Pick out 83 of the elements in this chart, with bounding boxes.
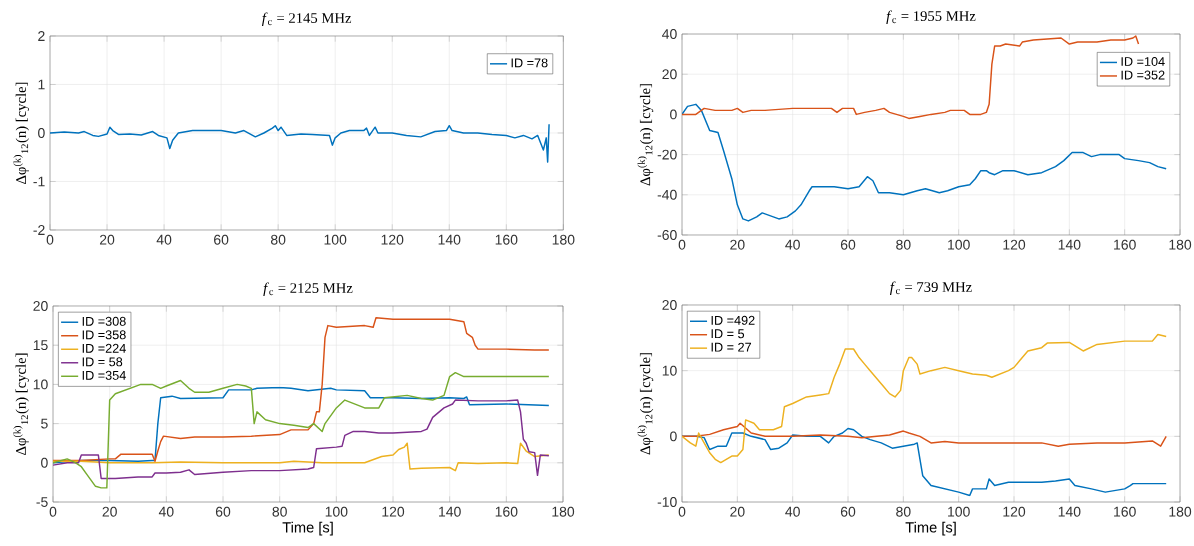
chart-title: f$_{c}$ = 2125 MHz bbox=[263, 282, 353, 296]
y-axis-title: Δφ$^{(k)}$$_{12}$(n) [cycle] bbox=[637, 353, 654, 455]
y-tick-label: 20 bbox=[33, 301, 48, 311]
x-tick-label: 180 bbox=[1169, 239, 1192, 250]
legend-label: ID = 58 bbox=[82, 357, 123, 367]
legend-label: ID =224 bbox=[82, 343, 126, 353]
x-tick-label: 40 bbox=[785, 506, 800, 517]
y-axis-title: Δφ$^{(k)}$$_{12}$(n) [cycle] bbox=[13, 353, 29, 455]
x-tick-label: 180 bbox=[1169, 506, 1192, 517]
y-axis-title: Δφ$^{(k)}$$_{12}$(n) [cycle] bbox=[637, 84, 654, 186]
legend-label: ID = 27 bbox=[711, 342, 752, 352]
legend-label: ID =308 bbox=[82, 316, 126, 326]
y-tick-label: 10 bbox=[33, 379, 48, 390]
x-tick-label: 160 bbox=[495, 234, 518, 245]
x-tick-label: 40 bbox=[785, 239, 800, 250]
x-tick-label: 60 bbox=[840, 239, 856, 250]
x-tick-label: 100 bbox=[324, 234, 347, 245]
chart-title: f$_{c}$ = 739 MHz bbox=[889, 281, 972, 295]
y-tick-label: 0 bbox=[38, 128, 45, 138]
legend-label: ID =358 bbox=[82, 330, 126, 340]
legend-label: ID =492 bbox=[711, 315, 755, 325]
x-tick-label: 140 bbox=[1058, 239, 1081, 250]
y-tick-label: 5 bbox=[41, 418, 48, 429]
x-tick-label: 180 bbox=[552, 506, 575, 517]
x-tick-label: 60 bbox=[214, 234, 229, 245]
x-tick-label: 180 bbox=[552, 234, 575, 245]
y-tick-label: 40 bbox=[662, 29, 677, 39]
y-tick-label: 20 bbox=[662, 300, 677, 310]
y-tick-label: -40 bbox=[657, 189, 677, 200]
x-tick-label: 0 bbox=[678, 239, 686, 250]
y-tick-label: 2 bbox=[38, 31, 45, 41]
x-tick-label: 160 bbox=[1114, 239, 1136, 250]
y-tick-label: 15 bbox=[33, 340, 48, 351]
y-tick-label: -10 bbox=[657, 497, 677, 507]
x-tick-label: 100 bbox=[325, 506, 348, 517]
chart-title: f$_{c}$ = 2145 MHz bbox=[261, 12, 352, 26]
line-series bbox=[53, 317, 550, 462]
x-tick-label: 120 bbox=[1003, 506, 1026, 517]
y-tick-label: -60 bbox=[657, 230, 677, 240]
x-tick-label: 120 bbox=[381, 234, 404, 245]
x-tick-label: 0 bbox=[49, 506, 57, 517]
x-tick-label: 80 bbox=[896, 506, 911, 517]
x-tick-label: 60 bbox=[215, 506, 231, 517]
x-tick-label: 120 bbox=[1003, 239, 1026, 250]
x-tick-label: 80 bbox=[272, 506, 287, 517]
x-tick-label: 0 bbox=[678, 506, 686, 517]
x-tick-label: 120 bbox=[382, 506, 405, 517]
y-tick-label: -1 bbox=[33, 176, 45, 187]
x-tick-label: 20 bbox=[102, 506, 117, 517]
y-tick-label: 0 bbox=[41, 457, 48, 468]
y-tick-label: 0 bbox=[670, 431, 677, 442]
y-tick-label: -20 bbox=[657, 149, 677, 160]
x-tick-label: 80 bbox=[270, 234, 286, 245]
legend-label: ID = 5 bbox=[711, 329, 745, 339]
y-axis-title: Δφ$^{(k)}$$_{12}$(n) [cycle] bbox=[13, 82, 30, 184]
y-tick-label: -2 bbox=[33, 225, 45, 235]
x-axis-title: Time [s] bbox=[282, 521, 333, 536]
x-tick-label: 20 bbox=[730, 239, 745, 250]
x-axis-title: Time [s] bbox=[905, 521, 956, 536]
x-tick-label: 60 bbox=[840, 506, 856, 517]
x-tick-label: 40 bbox=[156, 234, 172, 245]
line-series bbox=[682, 103, 1167, 222]
x-tick-label: 140 bbox=[438, 234, 461, 245]
y-tick-label: -5 bbox=[36, 497, 48, 507]
x-tick-label: 140 bbox=[439, 506, 461, 517]
legend-label: ID =352 bbox=[1121, 70, 1165, 80]
x-tick-label: 100 bbox=[948, 506, 970, 517]
x-tick-label: 100 bbox=[948, 239, 970, 250]
y-tick-label: 10 bbox=[662, 365, 677, 376]
legend-label: ID =104 bbox=[1121, 57, 1165, 66]
x-tick-label: 20 bbox=[730, 506, 745, 517]
legend-label: ID =78 bbox=[511, 58, 548, 68]
chart-title: f$_{c}$ = 1955 MHz bbox=[886, 10, 976, 24]
x-tick-label: 160 bbox=[495, 506, 518, 517]
x-tick-label: 160 bbox=[1114, 506, 1136, 517]
y-tick-label: 20 bbox=[662, 69, 677, 80]
x-tick-label: 80 bbox=[896, 239, 911, 250]
x-tick-label: 140 bbox=[1058, 506, 1081, 517]
y-tick-label: 1 bbox=[38, 79, 45, 90]
x-tick-label: 20 bbox=[99, 234, 115, 245]
legend-label: ID =354 bbox=[82, 370, 126, 380]
y-tick-label: 0 bbox=[670, 109, 677, 120]
x-tick-label: 40 bbox=[158, 506, 174, 517]
